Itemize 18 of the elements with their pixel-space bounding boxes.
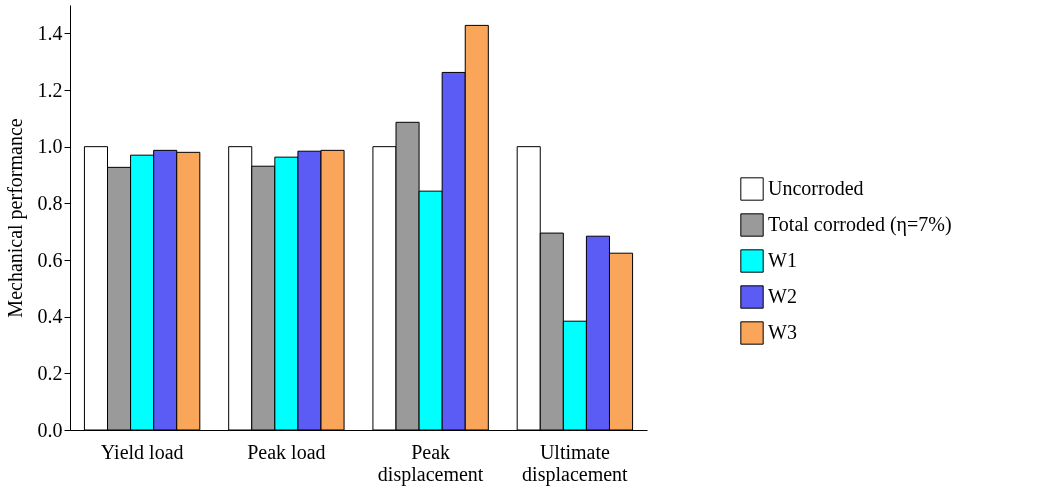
y-tick-label: 0.4 bbox=[37, 305, 63, 328]
legend-label: W2 bbox=[768, 285, 797, 307]
legend-label: Uncorroded bbox=[768, 177, 864, 199]
x-tick-label: Ultimate displacement bbox=[522, 440, 629, 486]
legend-label: W1 bbox=[768, 249, 797, 271]
y-tick-label: 0.6 bbox=[37, 248, 63, 271]
y-tick-label: 1.0 bbox=[37, 135, 63, 158]
y-axis-title: Mechanical performance bbox=[3, 118, 27, 318]
x-tick-label: Peak load bbox=[247, 440, 326, 463]
y-tick-label: 1.4 bbox=[37, 21, 63, 44]
legend-label: W3 bbox=[768, 321, 797, 343]
y-tick-label: 1.2 bbox=[37, 78, 63, 101]
legend-label: Total corroded (η=7%) bbox=[768, 213, 952, 236]
x-tick-label: Peak displacement bbox=[377, 440, 484, 486]
y-tick-label: 0.2 bbox=[37, 361, 63, 384]
y-tick-label: 0.8 bbox=[37, 191, 63, 214]
y-tick-label: 0.0 bbox=[37, 418, 63, 441]
x-tick-label: Yield load bbox=[100, 440, 184, 463]
